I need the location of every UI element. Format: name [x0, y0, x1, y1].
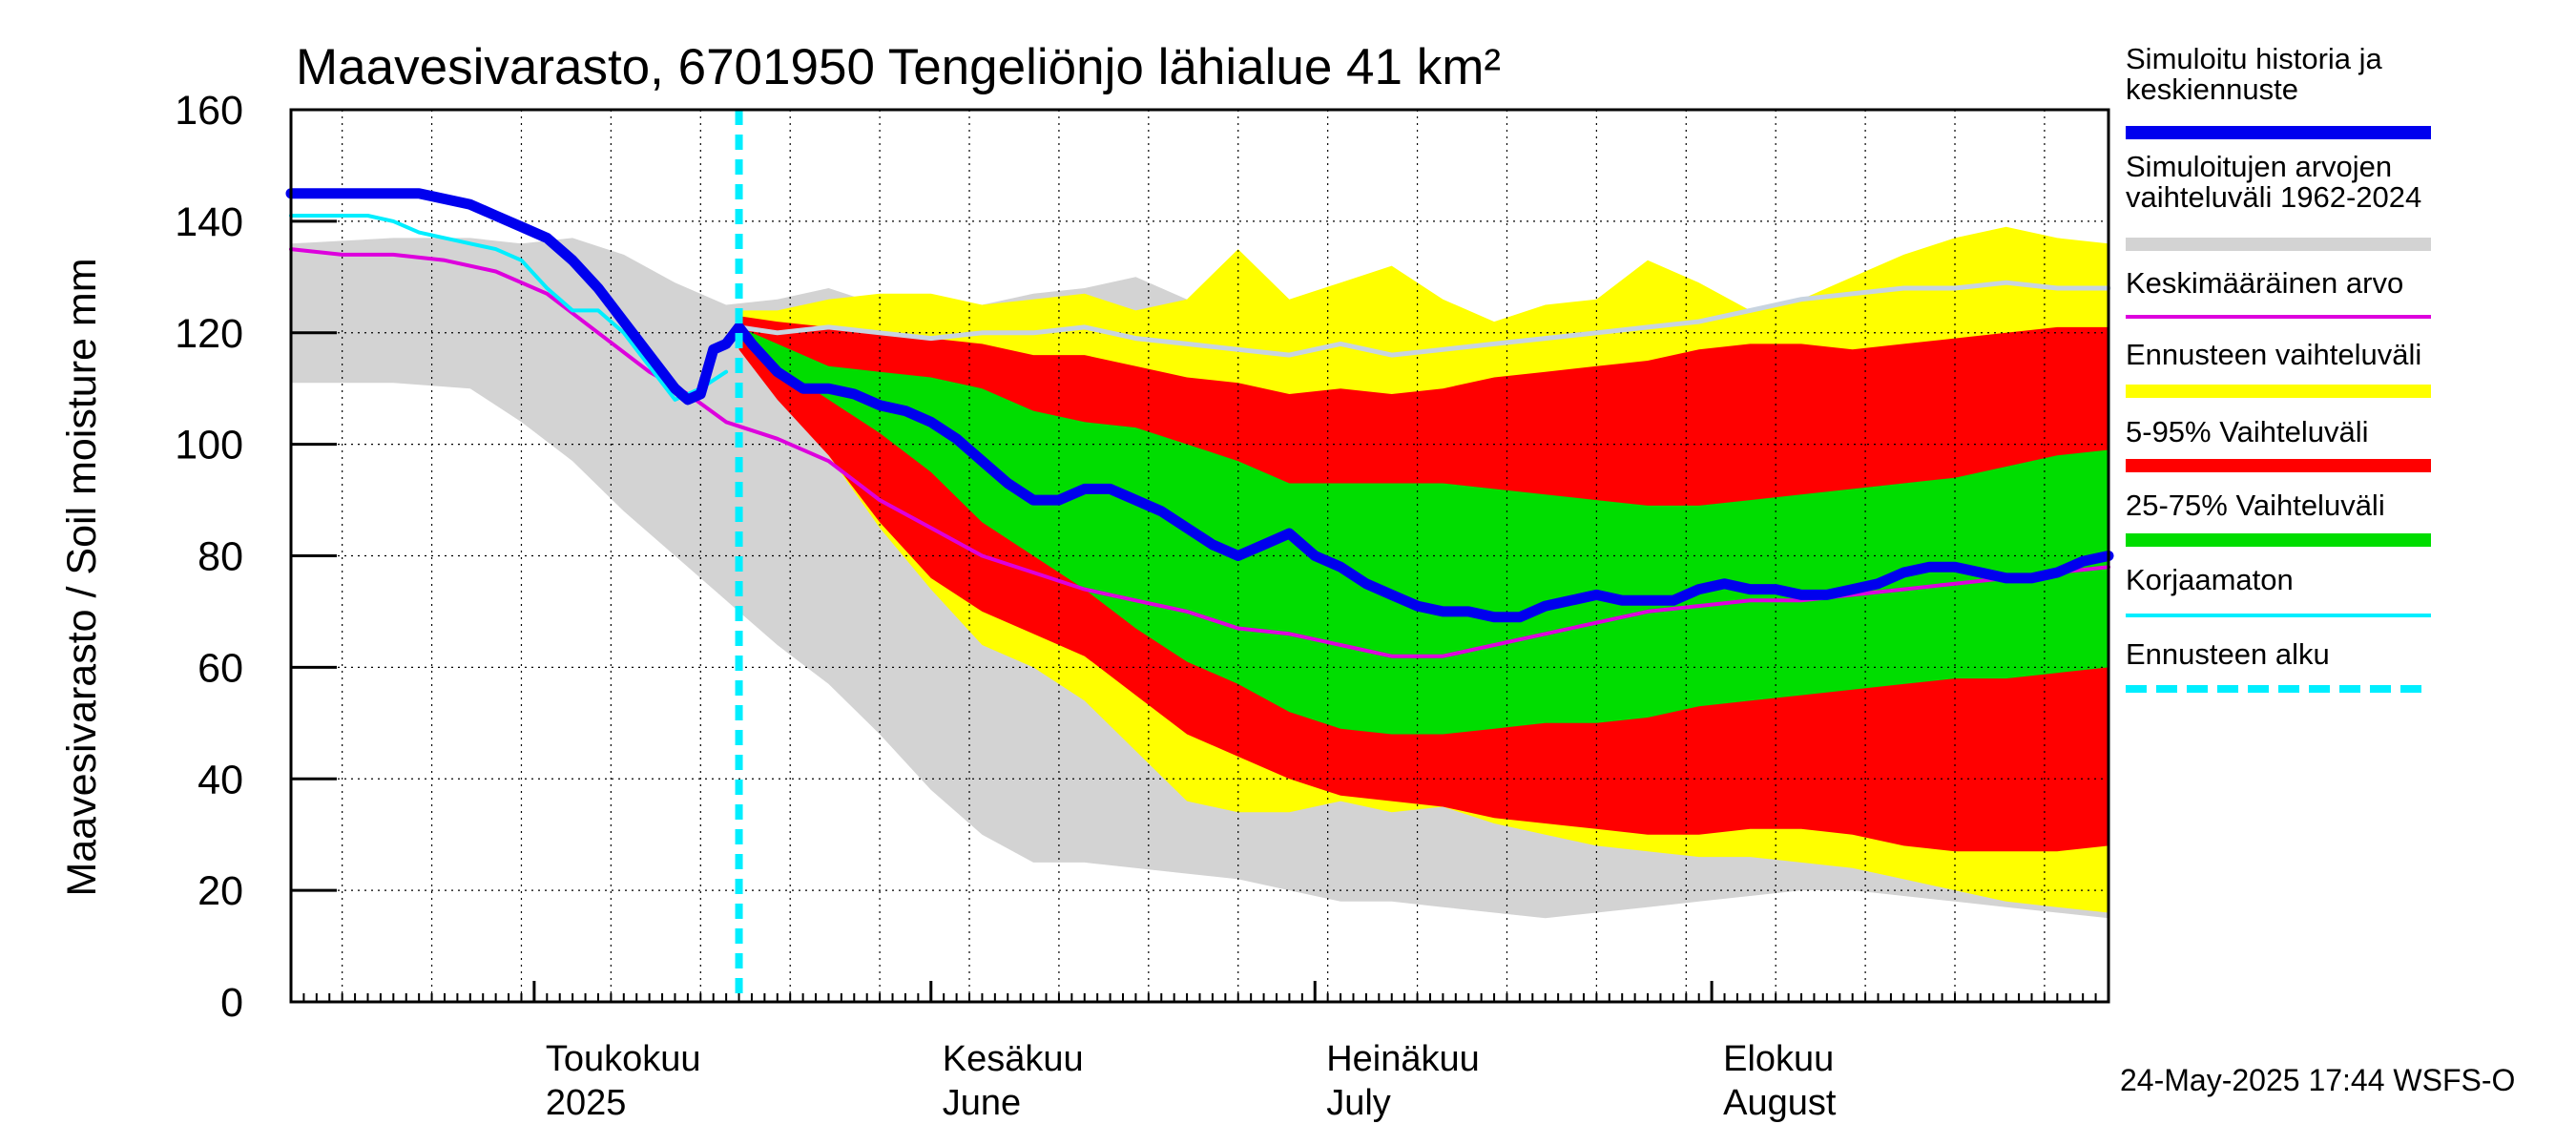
x-axis-ticks	[302, 981, 2097, 1002]
legend: Simuloitu historia ja keskiennuste Simuloi…	[2126, 42, 2431, 693]
band-25-75-area	[738, 326, 2109, 735]
y-tick-label: 160	[175, 88, 243, 134]
month-label-fi: Heinäkuu	[1326, 1039, 1480, 1079]
timestamp-footer: 24-May-2025 17:44 WSFS-O	[2120, 1063, 2515, 1097]
chart-title: Maavesivarasto, 6701950 Tengeliönjo lähi…	[296, 39, 1501, 95]
legend-label: Simuloitu historia ja keskiennuste	[2126, 42, 2383, 106]
legend-label: Korjaamaton	[2126, 563, 2294, 596]
band-25-75	[738, 326, 2109, 735]
average-line	[289, 247, 2110, 658]
main-series-line	[285, 188, 2114, 623]
month-label-en: August	[1723, 1083, 1837, 1123]
legend-label: 25-75% Vaihteluväli	[2126, 489, 2385, 522]
legend-label: Ennusteen alku	[2126, 637, 2330, 671]
y-tick-label: 0	[220, 980, 243, 1026]
month-label-fi: Toukokuu	[546, 1039, 701, 1079]
y-tick-label: 80	[197, 534, 243, 580]
month-label-en: 2025	[546, 1083, 627, 1123]
y-tick-label: 100	[175, 423, 243, 468]
series-lines	[285, 188, 2114, 658]
month-label-en: June	[943, 1083, 1021, 1123]
legend-label: Simuloitujen arvojen vaihteluväli 1962-20…	[2126, 150, 2421, 214]
y-tick-label: 20	[197, 868, 243, 914]
month-label-fi: Kesäkuu	[943, 1039, 1084, 1079]
y-axis-label: Maavesivarasto / Soil moisture mm	[59, 258, 105, 896]
month-label-fi: Elokuu	[1723, 1039, 1834, 1079]
y-axis-ticks: 0 20 40 60 80 100 120 140 160	[175, 88, 337, 1026]
legend-label: Ennusteen vaihteluväli	[2126, 338, 2421, 371]
legend-label: 5-95% Vaihteluväli	[2126, 415, 2368, 448]
month-label-en: July	[1326, 1083, 1391, 1123]
grid-lines	[291, 110, 2109, 1002]
legend-label: Keskimääräinen arvo	[2126, 266, 2403, 300]
y-tick-label: 60	[197, 645, 243, 691]
uncorrected-line	[289, 214, 729, 402]
median-line	[737, 280, 2111, 358]
y-tick-label: 40	[197, 757, 243, 802]
y-tick-label: 140	[175, 199, 243, 245]
y-tick-label: 120	[175, 311, 243, 357]
